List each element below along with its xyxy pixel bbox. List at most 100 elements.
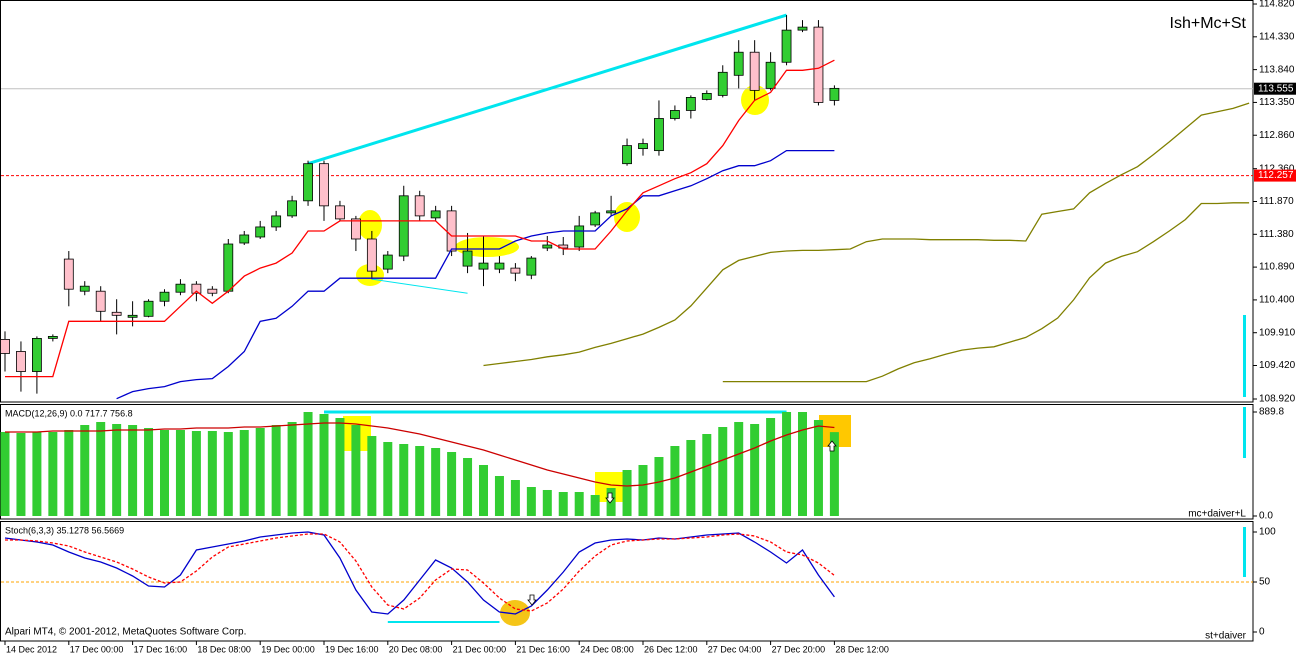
- candle-body: [829, 87, 840, 101]
- candle-body: [382, 254, 393, 270]
- histogram-bar: [494, 476, 504, 516]
- indicator-line: [116, 149, 835, 400]
- histogram-bar: [191, 430, 201, 516]
- highlight: [614, 202, 640, 232]
- candle-body: [111, 311, 122, 316]
- candle-body: [701, 92, 712, 100]
- histogram-bar: [223, 432, 233, 516]
- candle-body: [622, 145, 632, 165]
- histogram-bar: [526, 487, 536, 516]
- arrow: [827, 440, 837, 452]
- candle-body: [63, 258, 74, 290]
- y-tick-label: 113.840: [1259, 64, 1295, 75]
- candle-body: [462, 250, 473, 267]
- highlight: [358, 210, 382, 240]
- candle-body: [335, 205, 345, 220]
- marker-bar: [1243, 527, 1246, 577]
- histogram-bar: [128, 425, 138, 516]
- candle-body: [223, 243, 234, 292]
- candle-body: [430, 210, 441, 219]
- histogram-bar: [144, 428, 154, 516]
- candle-body: [175, 283, 186, 293]
- histogram-bar: [112, 423, 122, 516]
- marker-bar: [1243, 315, 1246, 397]
- histogram-bar: [686, 439, 696, 516]
- histogram-bar: [96, 421, 106, 516]
- histogram-bar: [287, 421, 297, 516]
- candle-body: [542, 244, 553, 249]
- candle-body: [319, 163, 329, 207]
- histogram-bar: [383, 442, 393, 516]
- candle-body: [414, 195, 425, 217]
- indicator-annotation: st+daiver: [1205, 631, 1247, 642]
- x-tick-label: 19 Dec 00:00: [261, 644, 315, 654]
- stoch-panel: [0, 521, 1254, 642]
- candle-body: [16, 351, 26, 372]
- histogram-bar: [255, 428, 265, 516]
- y-tick-label: 100: [1259, 527, 1276, 538]
- candle-body: [638, 143, 648, 150]
- candle-body: [47, 335, 58, 339]
- x-tick-label: 28 Dec 12:00: [835, 644, 889, 654]
- histogram-bar: [80, 425, 90, 516]
- histogram-bar: [48, 432, 58, 516]
- candle-body: [494, 262, 505, 270]
- candle-body: [207, 288, 218, 294]
- y-tick-label: 889.8: [1259, 407, 1284, 418]
- candle-body: [654, 118, 664, 152]
- histogram-bar: [622, 469, 632, 516]
- candle-body: [478, 262, 489, 270]
- y-tick-label: 113.350: [1259, 97, 1295, 108]
- candle-body: [0, 339, 10, 354]
- candle-body: [797, 26, 808, 31]
- indicator-annotation: mc+daiver+L: [1188, 509, 1246, 520]
- histogram-bar: [16, 433, 26, 516]
- x-tick-label: 21 Dec 00:00: [453, 644, 507, 654]
- y-tick-label: 109.420: [1259, 360, 1296, 371]
- histogram-bar: [798, 412, 807, 516]
- y-tick-label: 111.380: [1259, 229, 1294, 240]
- x-tick-label: 19 Dec 16:00: [325, 644, 379, 654]
- y-tick-label: 0: [1259, 627, 1265, 638]
- histogram-bar: [574, 492, 584, 516]
- candle-body: [781, 29, 792, 63]
- y-tick-label: 112.860: [1259, 130, 1295, 141]
- histogram-bar: [351, 425, 361, 516]
- candle-body: [685, 97, 696, 111]
- y-tick-label: 0.0: [1259, 511, 1273, 522]
- histogram-bar: [303, 412, 313, 516]
- histogram-bar: [175, 430, 185, 516]
- x-tick-label: 24 Dec 08:00: [580, 644, 634, 654]
- x-tick-label: 20 Dec 08:00: [389, 644, 443, 654]
- y-tick-label: 111.870: [1259, 196, 1294, 207]
- candle-body: [255, 226, 266, 238]
- candle-body: [590, 212, 601, 226]
- candle-body: [366, 238, 377, 272]
- marker-bar: [1243, 407, 1246, 458]
- x-tick-label: 21 Dec 16:00: [516, 644, 570, 654]
- histogram-bar: [335, 418, 345, 516]
- x-tick-label: 27 Dec 20:00: [772, 644, 826, 654]
- y-tick-label: 109.910: [1259, 327, 1296, 338]
- x-tick-label: 27 Dec 04:00: [708, 644, 762, 654]
- candle-body: [32, 338, 42, 372]
- candle-body: [670, 110, 680, 119]
- trendline: [371, 278, 468, 294]
- histogram-bar: [207, 430, 217, 516]
- histogram-bar: [510, 480, 520, 516]
- y-tick-label: 114.820: [1259, 0, 1295, 10]
- candle-body: [239, 234, 250, 244]
- indicator-title: MACD(12,26,9) 0.0 717.7 756.8: [5, 408, 133, 418]
- arrow: [527, 594, 537, 606]
- candle-body: [79, 285, 90, 292]
- histogram-bar: [782, 412, 792, 516]
- histogram-bar: [32, 432, 42, 516]
- candle-body: [717, 71, 728, 96]
- histogram-bar: [367, 435, 377, 516]
- candle-body: [95, 290, 106, 312]
- candle-body: [350, 218, 361, 240]
- histogram-bar: [271, 425, 281, 516]
- candle-body: [813, 26, 824, 103]
- histogram-bar: [64, 430, 74, 516]
